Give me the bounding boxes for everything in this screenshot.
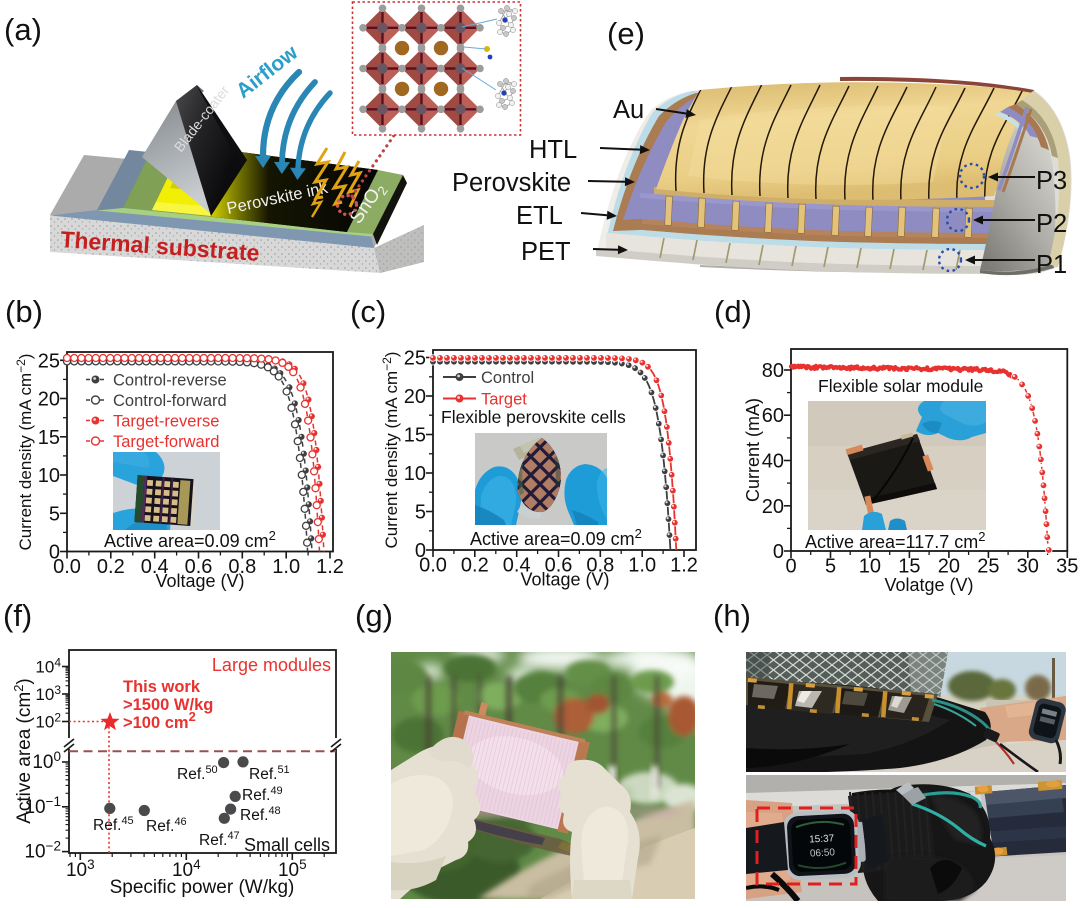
- svg-text:P1: P1: [1036, 251, 1067, 279]
- svg-text:>1500 W/kg: >1500 W/kg: [123, 696, 213, 714]
- svg-text:>100 cm2: >100 cm2: [123, 709, 196, 732]
- svg-text:80: 80: [762, 360, 784, 382]
- svg-text:0: 0: [49, 542, 60, 564]
- svg-text:PET: PET: [521, 238, 571, 266]
- svg-text:25: 25: [38, 350, 60, 372]
- svg-text:25: 25: [977, 556, 999, 578]
- svg-text:Active area=0.09 cm2: Active area=0.09 cm2: [470, 526, 642, 549]
- svg-text:10: 10: [38, 465, 60, 487]
- svg-text:This work: This work: [123, 678, 201, 696]
- svg-text:Large modules: Large modules: [212, 655, 331, 675]
- svg-text:5: 5: [415, 502, 426, 524]
- svg-text:30: 30: [1017, 556, 1039, 578]
- svg-text:20: 20: [38, 389, 60, 411]
- svg-text:1.2: 1.2: [670, 555, 698, 577]
- svg-text:06:50: 06:50: [810, 847, 836, 859]
- svg-text:0.6: 0.6: [185, 556, 213, 578]
- svg-text:0.8: 0.8: [228, 556, 256, 578]
- svg-text:Current (mA): Current (mA): [743, 398, 763, 502]
- svg-text:0.6: 0.6: [545, 555, 573, 577]
- svg-text:Volatge (V): Volatge (V): [884, 575, 973, 595]
- svg-text:0: 0: [785, 556, 796, 578]
- svg-text:0.0: 0.0: [419, 555, 447, 577]
- svg-text:0.8: 0.8: [586, 555, 614, 577]
- svg-text:1.0: 1.0: [628, 555, 656, 577]
- svg-text:Perovskite: Perovskite: [452, 169, 571, 197]
- svg-text:0: 0: [773, 541, 784, 563]
- svg-text:0: 0: [415, 540, 426, 562]
- svg-text:1.2: 1.2: [316, 556, 344, 578]
- svg-text:60: 60: [762, 405, 784, 427]
- svg-text:104: 104: [172, 857, 201, 881]
- svg-text:Control: Control: [481, 369, 534, 387]
- svg-text:0.0: 0.0: [53, 556, 81, 578]
- svg-text:Voltage (V): Voltage (V): [155, 571, 244, 591]
- svg-text:Specific power (W/kg): Specific power (W/kg): [110, 877, 295, 898]
- svg-text:15: 15: [38, 427, 60, 449]
- svg-text:0.2: 0.2: [461, 555, 489, 577]
- svg-text:15:37: 15:37: [809, 833, 835, 845]
- svg-text:P3: P3: [1036, 167, 1067, 195]
- svg-text:Active area (cm2): Active area (cm2): [11, 678, 35, 824]
- svg-text:Control-reverse: Control-reverse: [113, 372, 227, 390]
- svg-text:Target-reverse: Target-reverse: [113, 413, 219, 431]
- svg-text:0.2: 0.2: [97, 556, 125, 578]
- svg-text:Current density (mA cm−2): Current density (mA cm−2): [380, 352, 401, 549]
- svg-text:Voltage (V): Voltage (V): [520, 570, 609, 590]
- svg-text:5: 5: [49, 503, 60, 525]
- svg-text:Active area=0.09 cm2: Active area=0.09 cm2: [104, 528, 276, 551]
- svg-text:Au: Au: [613, 96, 644, 124]
- svg-text:HTL: HTL: [529, 136, 577, 164]
- svg-text:10: 10: [859, 556, 881, 578]
- svg-text:40: 40: [762, 451, 784, 473]
- svg-text:15: 15: [404, 425, 426, 447]
- svg-text:Active area=117.7 cm2: Active area=117.7 cm2: [805, 529, 986, 552]
- svg-text:Flexible perovskite cells: Flexible perovskite cells: [441, 407, 626, 427]
- svg-text:Control-forward: Control-forward: [113, 392, 227, 410]
- svg-text:10: 10: [404, 463, 426, 485]
- svg-text:5: 5: [825, 556, 836, 578]
- svg-text:20: 20: [404, 386, 426, 408]
- svg-text:0.4: 0.4: [503, 555, 531, 577]
- svg-text:20: 20: [762, 496, 784, 518]
- svg-text:Small cells: Small cells: [244, 835, 330, 855]
- svg-text:35: 35: [1056, 556, 1078, 578]
- svg-text:ETL: ETL: [516, 202, 563, 230]
- svg-text:Flexible solar module: Flexible solar module: [818, 376, 983, 396]
- svg-text:Target-forward: Target-forward: [113, 433, 219, 451]
- svg-text:25: 25: [404, 348, 426, 370]
- svg-text:Target: Target: [481, 391, 527, 409]
- svg-text:20: 20: [938, 556, 960, 578]
- svg-text:15: 15: [898, 556, 920, 578]
- svg-text:0.4: 0.4: [141, 556, 169, 578]
- svg-text:Current density (mA cm−2): Current density (mA cm−2): [14, 354, 35, 551]
- svg-text:1.0: 1.0: [272, 556, 300, 578]
- svg-text:P2: P2: [1036, 210, 1067, 238]
